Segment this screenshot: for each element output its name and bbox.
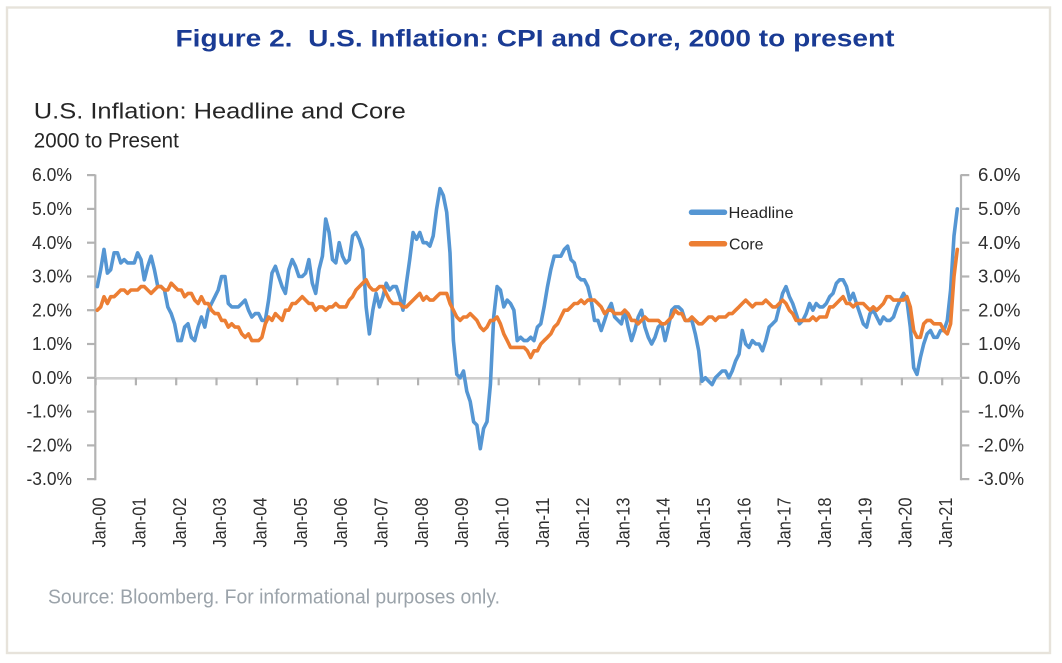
svg-text:Jan-11: Jan-11 <box>533 498 553 548</box>
svg-text:Jan-06: Jan-06 <box>331 498 351 548</box>
svg-text:5.0%: 5.0% <box>978 199 1021 219</box>
svg-text:Jan-20: Jan-20 <box>896 498 916 548</box>
svg-text:Source: Bloomberg. For informa: Source: Bloomberg. For informational pur… <box>48 585 500 608</box>
svg-text:Jan-16: Jan-16 <box>734 498 754 548</box>
svg-text:Figure 2. U.S. Inflation: CPI: Figure 2. U.S. Inflation: CPI and Core, … <box>176 26 895 53</box>
svg-text:U.S. Inflation: Headline and C: U.S. Inflation: Headline and Core <box>34 99 406 124</box>
svg-text:-1.0%: -1.0% <box>978 402 1024 422</box>
svg-text:4.0%: 4.0% <box>978 233 1021 253</box>
svg-text:3.0%: 3.0% <box>978 267 1021 287</box>
svg-text:1.0%: 1.0% <box>32 334 72 354</box>
svg-text:-3.0%: -3.0% <box>978 469 1024 489</box>
svg-text:Jan-18: Jan-18 <box>815 498 835 548</box>
svg-text:-2.0%: -2.0% <box>27 436 73 456</box>
svg-text:Jan-10: Jan-10 <box>492 498 512 548</box>
svg-text:Core: Core <box>729 236 764 253</box>
svg-text:2000 to Present: 2000 to Present <box>34 130 179 153</box>
svg-text:Jan-02: Jan-02 <box>170 498 190 548</box>
svg-text:Jan-19: Jan-19 <box>855 498 875 548</box>
svg-text:6.0%: 6.0% <box>978 165 1021 185</box>
svg-text:Jan-04: Jan-04 <box>251 498 271 548</box>
svg-text:Jan-00: Jan-00 <box>89 498 109 548</box>
svg-text:3.0%: 3.0% <box>32 267 72 287</box>
svg-text:2.0%: 2.0% <box>978 300 1021 320</box>
svg-text:Jan-12: Jan-12 <box>573 498 593 548</box>
svg-text:4.0%: 4.0% <box>32 233 72 253</box>
svg-text:0.0%: 0.0% <box>32 368 72 388</box>
svg-text:2.0%: 2.0% <box>32 300 72 320</box>
svg-text:-3.0%: -3.0% <box>27 469 73 489</box>
svg-text:Jan-09: Jan-09 <box>452 498 472 548</box>
svg-text:-2.0%: -2.0% <box>978 436 1024 456</box>
svg-text:Jan-17: Jan-17 <box>775 498 795 548</box>
svg-text:-1.0%: -1.0% <box>27 402 73 422</box>
svg-text:Jan-15: Jan-15 <box>694 498 714 548</box>
svg-text:6.0%: 6.0% <box>32 165 72 185</box>
svg-text:Jan-07: Jan-07 <box>372 498 392 548</box>
svg-text:1.0%: 1.0% <box>978 334 1021 354</box>
svg-text:Jan-13: Jan-13 <box>613 498 633 548</box>
svg-text:Jan-08: Jan-08 <box>412 498 432 548</box>
svg-text:Jan-21: Jan-21 <box>936 498 956 548</box>
svg-text:Jan-03: Jan-03 <box>210 498 230 548</box>
svg-text:0.0%: 0.0% <box>978 368 1021 388</box>
svg-text:5.0%: 5.0% <box>32 199 72 219</box>
svg-text:Jan-05: Jan-05 <box>291 498 311 548</box>
svg-text:Jan-01: Jan-01 <box>130 498 150 548</box>
svg-text:Headline: Headline <box>729 205 794 222</box>
svg-text:Jan-14: Jan-14 <box>654 498 674 548</box>
